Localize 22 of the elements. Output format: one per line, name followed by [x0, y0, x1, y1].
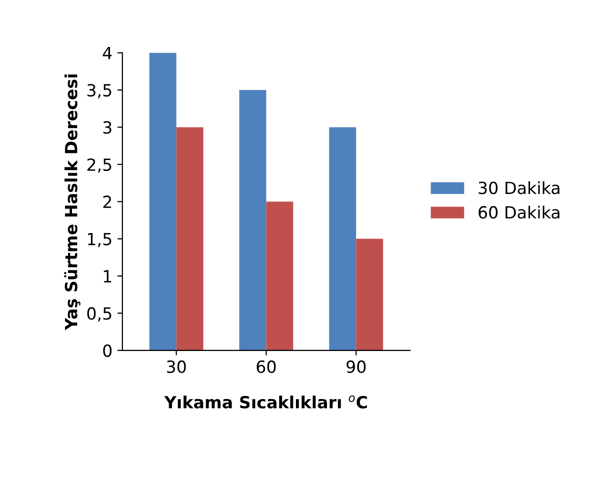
- y-tick-label: 2: [103, 196, 112, 208]
- bar: [266, 202, 294, 350]
- y-tick-label: 1,5: [88, 232, 112, 248]
- y-axis-title: Yaş Sürtme Haslık Derecesi: [64, 74, 80, 330]
- bar: [239, 90, 266, 350]
- legend-label: 30 Dakika: [478, 181, 560, 194]
- bar: [149, 52, 176, 350]
- y-tick-label: 0: [103, 344, 112, 357]
- y-tick-label: 1: [104, 270, 112, 282]
- x-tick-label: 30: [167, 360, 186, 374]
- bar: [329, 127, 356, 350]
- y-tick-label: 0,5: [87, 307, 112, 322]
- x-tick-label: 90: [346, 360, 366, 374]
- y-tick-label: 4: [102, 46, 112, 60]
- y-tick-label: 2,5: [87, 158, 112, 173]
- y-tick-label: 3: [103, 121, 112, 134]
- x-tick-label: 60: [256, 360, 276, 374]
- bar: [176, 127, 204, 350]
- x-axis-title: Yıkama Sıcaklıkları $^{o}$C: [164, 395, 367, 409]
- y-tick-label: 3,5: [87, 84, 112, 98]
- bar: [356, 238, 384, 350]
- legend-label: 60 Dakika: [478, 206, 560, 219]
